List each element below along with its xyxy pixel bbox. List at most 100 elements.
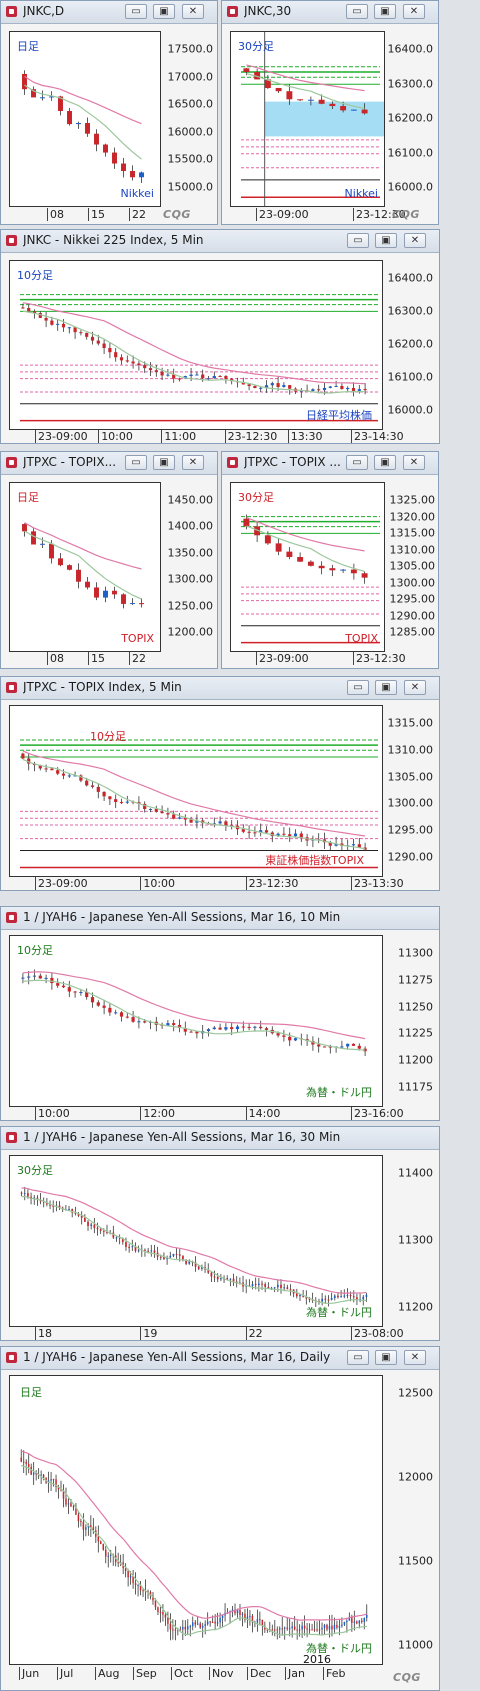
window-jnkc-daily[interactable]: JNKC,D ▭ ▣ ✕ 日足 Nikkei 17500.0 17000.0 165…: [0, 0, 218, 225]
candle-down: [286, 91, 293, 100]
chart-plot[interactable]: 10分足 為替・ドル円: [9, 935, 383, 1107]
candle-down: [73, 991, 77, 993]
title-bar[interactable]: JNKC - Nikkei 225 Index, 5 Min ▭ ▣ ✕: [1, 230, 439, 253]
close-button[interactable]: ✕: [182, 455, 204, 470]
candle-up: [330, 1297, 333, 1300]
window-jnkc-30min[interactable]: JNKC,30 ▭ ▣ ✕ 30分足 Nikkei 16400.0 16300.0…: [221, 0, 439, 225]
y-tick-label: 1400.00: [167, 519, 214, 533]
minimize-button[interactable]: ▭: [125, 4, 147, 19]
window-topix-5min[interactable]: JTPXC - TOPIX Index, 5 Min ▭ ▣ ✕ 10分足 東証…: [0, 676, 440, 891]
chart-plot[interactable]: 日足 TOPIX: [9, 482, 161, 652]
candle-down: [154, 370, 158, 372]
candle-down: [361, 1620, 363, 1623]
y-tick-label: 1305.00: [389, 559, 436, 573]
candle-down: [65, 1498, 67, 1505]
maximize-button[interactable]: ▣: [153, 4, 175, 19]
x-tick-label: 23-12:30: [353, 652, 406, 665]
candle-up: [328, 1625, 331, 1630]
candle-down: [266, 1629, 269, 1631]
close-button[interactable]: ✕: [403, 4, 425, 19]
candle-up: [288, 1628, 291, 1630]
candle-down: [96, 1227, 99, 1230]
candle-up: [348, 1616, 351, 1621]
x-tick-label: 11:00: [161, 430, 196, 443]
candle-up: [129, 1576, 132, 1578]
candle-down: [71, 1208, 74, 1213]
title-bar[interactable]: JNKC,30 ▭ ▣ ✕: [222, 1, 438, 24]
chart-plot[interactable]: 10分足 東証株価指数TOPIX: [9, 705, 383, 877]
close-button[interactable]: ✕: [404, 680, 426, 695]
minimize-button[interactable]: ▭: [346, 455, 368, 470]
minimize-button[interactable]: ▭: [346, 4, 368, 19]
title-bar[interactable]: JTPXC - TOPIX Index, 5 Min ▭ ▣ ✕: [1, 677, 439, 700]
window-topix-30min[interactable]: JTPXC - TOPIX ... ▭ ▣ ✕ 30分足 TOPIX 1325.…: [221, 451, 439, 669]
minimize-button[interactable]: ▭: [125, 455, 147, 470]
close-button[interactable]: ✕: [404, 1350, 426, 1365]
candle-down: [254, 71, 261, 80]
minimize-button[interactable]: ▭: [347, 680, 369, 695]
title-bar[interactable]: JTPXC - TOPIX... ▭ ▣ ✕: [1, 452, 217, 475]
moving-average-short: [22, 310, 366, 394]
candle-down: [264, 1284, 267, 1287]
title-bar[interactable]: 1 / JYAH6 - Japanese Yen-All Sessions, M…: [1, 1347, 439, 1370]
candle-down: [167, 1617, 169, 1624]
candle-down: [85, 581, 90, 588]
x-tick-label: Jul: [57, 1667, 73, 1680]
candle-down: [52, 1205, 55, 1208]
close-button[interactable]: ✕: [404, 233, 426, 248]
title-bar[interactable]: 1 / JYAH6 - Japanese Yen-All Sessions, M…: [1, 1127, 439, 1150]
chart-plot[interactable]: 日足 Nikkei: [9, 31, 161, 207]
window-title: JNKC,D: [23, 4, 65, 18]
candle-up: [346, 1043, 350, 1047]
maximize-button[interactable]: ▣: [153, 455, 175, 470]
candle-up: [276, 833, 280, 837]
candle-down: [79, 775, 83, 781]
window-title: JNKC - Nikkei 225 Index, 5 Min: [23, 233, 204, 247]
candle-down: [93, 1224, 96, 1228]
candle-down: [159, 1611, 162, 1613]
x-tick-label: 23-08:00: [351, 1327, 404, 1340]
candle-down: [58, 96, 63, 112]
window-yen-30min[interactable]: 1 / JYAH6 - Japanese Yen-All Sessions, M…: [0, 1126, 440, 1341]
moving-average-short: [24, 84, 142, 160]
candle-down: [94, 133, 99, 145]
window-yen-10min[interactable]: 1 / JYAH6 - Japanese Yen-All Sessions, M…: [0, 906, 440, 1121]
candle-down: [22, 73, 27, 90]
candle-down: [60, 1489, 62, 1491]
maximize-button[interactable]: ▣: [374, 455, 396, 470]
maximize-button[interactable]: ▣: [375, 1350, 397, 1365]
maximize-button[interactable]: ▣: [375, 233, 397, 248]
candlestick-chart: [20, 1449, 368, 1641]
title-bar[interactable]: JNKC,D ▭ ▣ ✕: [1, 1, 217, 24]
candle-down: [87, 1221, 89, 1227]
chart-plot[interactable]: 30分足 Nikkei: [230, 31, 385, 207]
timeframe-label: 日足: [17, 40, 39, 53]
close-button[interactable]: ✕: [182, 4, 204, 19]
y-tick-label: 17000.0: [167, 70, 214, 84]
candle-down: [313, 1629, 316, 1631]
y-tick-label: 16200.0: [387, 337, 434, 351]
chart-plot[interactable]: 30分足 TOPIX: [230, 482, 385, 652]
x-tick-label: 19: [140, 1327, 157, 1340]
chart-plot[interactable]: 日足 為替・ドル円: [9, 1375, 383, 1665]
y-tick-label: 16000.0: [387, 403, 434, 417]
maximize-button[interactable]: ▣: [375, 680, 397, 695]
timeframe-label: 日足: [17, 491, 39, 504]
chart-plot[interactable]: 10分足 日経平均株価: [9, 260, 383, 430]
y-tick-label: 1285.00: [389, 625, 436, 639]
title-bar[interactable]: 1 / JYAH6 - Japanese Yen-All Sessions, M…: [1, 907, 439, 930]
y-tick-label: 16300.0: [387, 77, 434, 90]
candle-down: [119, 1012, 124, 1017]
minimize-button[interactable]: ▭: [347, 1350, 369, 1365]
close-button[interactable]: ✕: [403, 455, 425, 470]
window-topix-daily[interactable]: JTPXC - TOPIX... ▭ ▣ ✕ 日足 TOPIX 1450.00 1…: [0, 451, 218, 669]
maximize-button[interactable]: ▣: [374, 4, 396, 19]
title-bar[interactable]: JTPXC - TOPIX ... ▭ ▣ ✕: [222, 452, 438, 475]
candle-up: [131, 1246, 134, 1248]
candle-up: [150, 1250, 153, 1252]
minimize-button[interactable]: ▭: [347, 233, 369, 248]
candle-up: [27, 976, 31, 978]
chart-plot[interactable]: 30分足 為替・ドル円: [9, 1155, 383, 1327]
window-nikkei-5min[interactable]: JNKC - Nikkei 225 Index, 5 Min ▭ ▣ ✕ 10分…: [0, 229, 440, 444]
window-yen-daily[interactable]: 1 / JYAH6 - Japanese Yen-All Sessions, M…: [0, 1346, 440, 1691]
